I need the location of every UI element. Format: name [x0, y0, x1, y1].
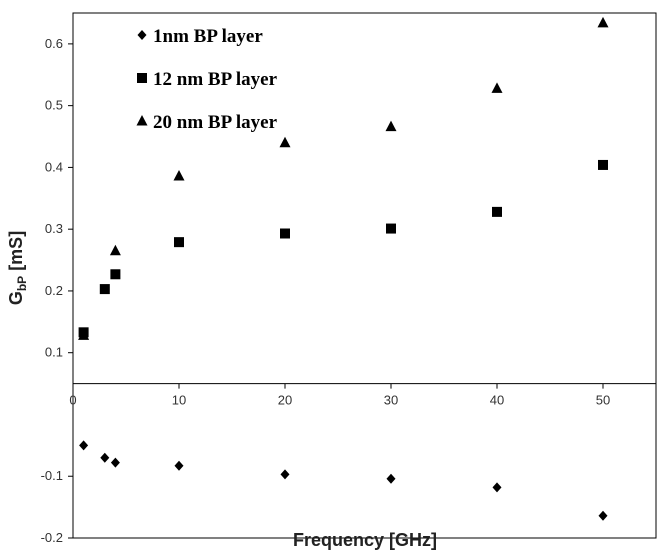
y-axis-title-unit: [mS]	[6, 231, 26, 276]
legend-label: 12 nm BP layer	[153, 69, 278, 90]
data-point-diamond	[492, 482, 502, 493]
y-tick-label: 0.5	[45, 98, 63, 113]
data-point-square	[99, 284, 110, 295]
y-axis-title-subscript: bP	[15, 276, 29, 291]
legend-marker-triangle	[136, 115, 148, 126]
y-tick-label: 0.1	[45, 345, 63, 360]
x-tick-label: 10	[172, 393, 186, 408]
data-point-diamond	[598, 510, 608, 521]
data-point-triangle	[597, 16, 609, 28]
y-tick-label: 0.6	[45, 36, 63, 51]
y-tick-label: -0.2	[41, 530, 63, 545]
data-point-diamond	[386, 473, 396, 484]
y-tick-label: 0.3	[45, 221, 63, 236]
x-tick-label: 20	[278, 393, 292, 408]
y-tick-label: 0.2	[45, 283, 63, 298]
data-point-triangle	[173, 170, 185, 181]
y-tick-label: -0.1	[41, 468, 63, 483]
data-point-square	[492, 206, 502, 217]
y-axis-ticks: 0.1 0.2 0.3 0.4 0.5 0.6 -0.1 -0.2	[41, 36, 73, 545]
data-point-square	[598, 159, 608, 170]
data-point-diamond	[79, 440, 89, 451]
x-tick-label: 40	[490, 393, 504, 408]
x-tick-label: 50	[596, 393, 610, 408]
data-point-triangle	[279, 136, 291, 148]
legend-label: 1nm BP layer	[153, 26, 263, 47]
x-axis-ticks: 0 10 20 30 40 50	[69, 383, 610, 408]
data-point-triangle	[109, 244, 121, 256]
x-tick-label: 0	[69, 393, 76, 408]
data-point-diamond	[280, 469, 290, 480]
data-markers	[78, 16, 609, 521]
data-point-diamond	[110, 457, 120, 468]
y-axis-title-base: G	[6, 291, 26, 305]
y-tick-label: 0.4	[45, 159, 63, 174]
legend: 1nm BP layer 12 nm BP layer 20 nm BP layer	[136, 26, 278, 133]
x-axis-title: Frequency [GHz]	[293, 530, 437, 550]
legend-marker-diamond	[137, 30, 147, 40]
data-point-triangle	[385, 120, 397, 132]
data-point-diamond	[100, 452, 110, 463]
legend-marker-square	[137, 73, 147, 83]
y-axis-title: GbP [mS]	[6, 231, 29, 305]
plot-frame	[72, 12, 657, 539]
data-point-square	[280, 228, 290, 239]
data-point-triangle	[491, 82, 503, 93]
data-point-triangle	[78, 329, 90, 340]
data-point-square	[174, 237, 184, 248]
data-point-square	[386, 223, 396, 234]
x-tick-label: 30	[384, 393, 398, 408]
data-point-diamond	[174, 460, 184, 471]
data-point-square	[110, 269, 121, 280]
legend-label: 20 nm BP layer	[153, 112, 278, 133]
